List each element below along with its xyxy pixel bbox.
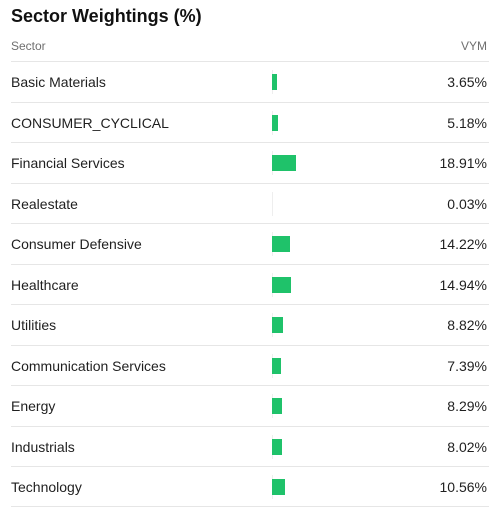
table-row: Realestate 0.03%	[11, 182, 489, 224]
table-row: Technology 10.56%	[11, 466, 489, 507]
weight-value: 5.18%	[447, 114, 487, 131]
table-row: Basic Materials 3.65%	[11, 61, 489, 102]
sector-name: CONSUMER_CYCLICAL	[11, 114, 169, 131]
weight-bar	[272, 479, 286, 495]
weight-bar-area	[272, 151, 392, 175]
weight-bar-area	[272, 272, 392, 297]
weight-bar-area	[272, 475, 392, 499]
weight-value: 8.02%	[447, 438, 487, 455]
table-row: Energy 8.29%	[11, 385, 489, 426]
table-row: CONSUMER_CYCLICAL 5.18%	[11, 101, 489, 143]
weight-bar-area	[272, 70, 392, 94]
sector-name: Healthcare	[11, 276, 79, 293]
fund-column-header: VYM	[460, 39, 487, 53]
table-row: Utilities 8.82%	[11, 304, 489, 345]
table-row: Communication Services 7.39%	[11, 344, 489, 386]
sector-name: Realestate	[11, 195, 78, 212]
table-row: Consumer Defensive 14.22%	[11, 223, 489, 264]
sector-name: Industrials	[11, 438, 75, 455]
weight-bar	[272, 74, 277, 90]
weight-bar	[272, 357, 282, 374]
weight-bar-area	[272, 191, 392, 216]
weight-bar-area	[272, 353, 392, 378]
sector-name: Energy	[11, 398, 56, 414]
weight-bar-area	[272, 232, 392, 256]
sector-table-body: Basic Materials 3.65% CONSUMER_CYCLICAL 5.1…	[11, 61, 489, 507]
sector-name: Technology	[11, 479, 82, 495]
weight-bar	[272, 398, 283, 414]
sector-name: Consumer Defensive	[11, 236, 142, 252]
table-row: Industrials 8.02%	[11, 425, 489, 467]
sector-name: Communication Services	[11, 357, 166, 374]
weight-value: 14.94%	[439, 276, 487, 293]
weight-value: 3.65%	[447, 74, 487, 90]
sector-column-header: Sector	[11, 39, 46, 53]
table-row: Financial Services 18.91%	[11, 142, 489, 183]
weight-bar	[272, 236, 290, 252]
sector-name: Utilities	[11, 317, 57, 333]
weight-bar-area	[272, 313, 392, 337]
table-header: Sector VYM	[11, 37, 489, 61]
weight-value: 7.39%	[447, 357, 487, 374]
weight-bar	[272, 317, 284, 333]
weight-bar	[272, 438, 283, 455]
table-row: Healthcare 14.94%	[11, 263, 489, 305]
weight-bar-area	[272, 394, 392, 418]
weight-value: 8.29%	[447, 398, 487, 414]
bar-axis-line	[272, 191, 273, 216]
panel-title: Sector Weightings (%)	[11, 6, 202, 26]
weight-bar	[272, 276, 291, 293]
weight-value: 8.82%	[447, 317, 487, 333]
weight-bar-area	[272, 110, 392, 135]
weight-bar	[272, 114, 279, 131]
weight-value: 14.22%	[439, 236, 487, 252]
weight-value: 10.56%	[439, 479, 487, 495]
weight-value: 0.03%	[447, 195, 487, 212]
weight-bar	[272, 155, 296, 171]
weight-value: 18.91%	[439, 155, 487, 171]
sector-name: Financial Services	[11, 155, 125, 171]
sector-name: Basic Materials	[11, 74, 106, 90]
weight-bar-area	[272, 434, 392, 459]
